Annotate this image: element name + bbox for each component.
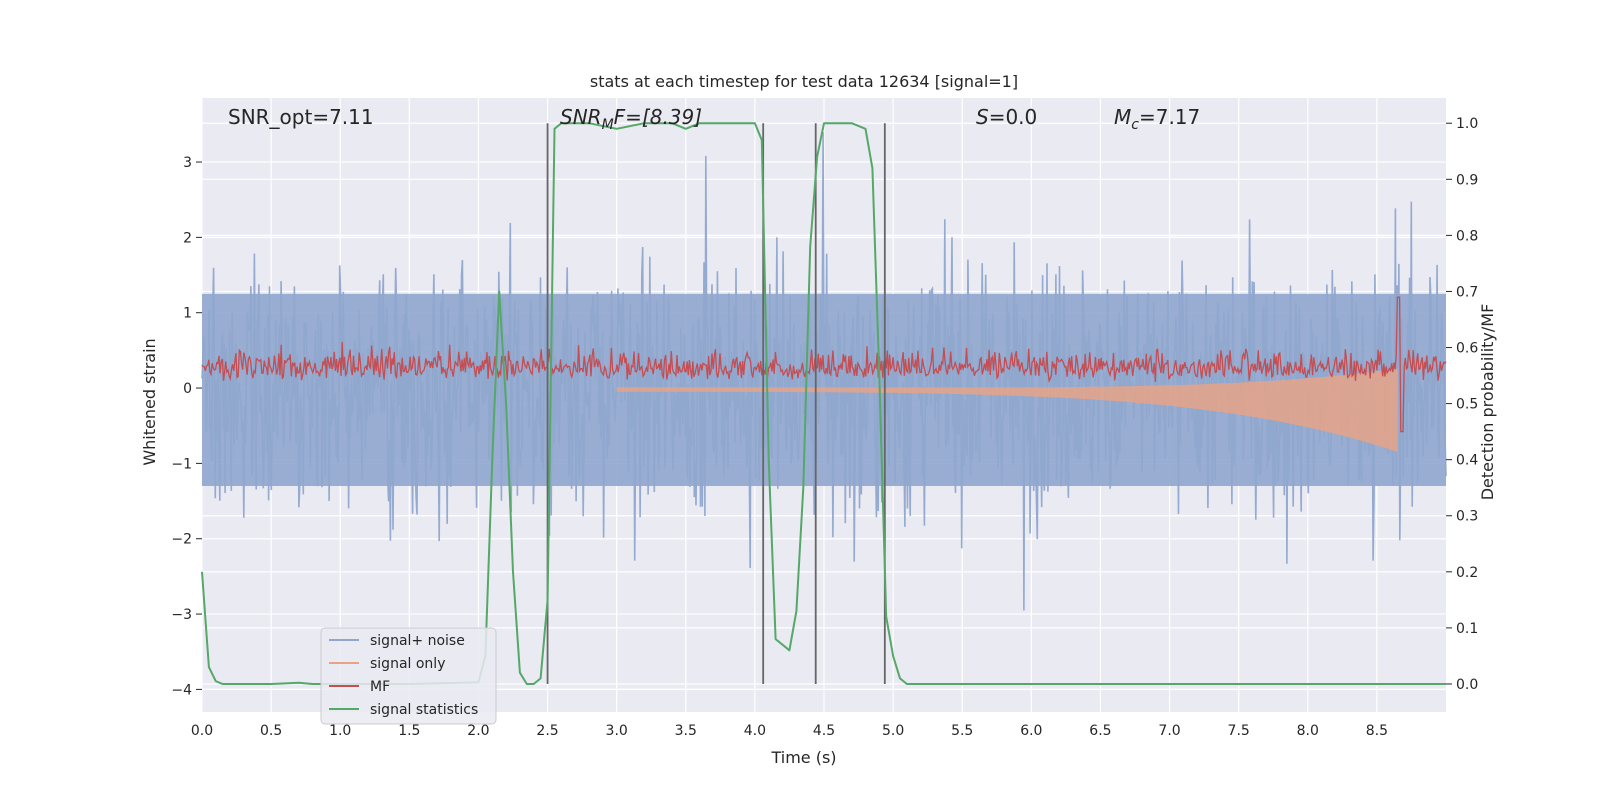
legend-label-signal-statistics: signal statistics <box>370 702 478 718</box>
y-left-tick-label: −3 <box>171 607 192 623</box>
legend-box <box>320 627 497 725</box>
x-tick-label: 5.0 <box>882 723 904 739</box>
y-right-tick-label: 0.0 <box>1456 677 1478 693</box>
chart-title: stats at each timestep for test data 126… <box>590 72 1018 91</box>
y-left-tick-label: 3 <box>183 155 192 171</box>
y-right-tick-label: 0.7 <box>1456 284 1478 300</box>
legend-label-signal-only: signal only <box>370 656 445 672</box>
y-left-tick-label: −4 <box>171 682 192 698</box>
x-tick-label: 6.5 <box>1089 723 1111 739</box>
series-mf <box>201 296 1447 433</box>
x-tick-label: 8.0 <box>1297 723 1319 739</box>
y-right-axis-label: Detection probability/MF <box>1478 304 1497 501</box>
annotation-snr-opt: SNR_opt=7.11 <box>228 105 374 129</box>
x-tick-label: 6.0 <box>1020 723 1042 739</box>
y-right-tick-label: 0.1 <box>1456 621 1478 637</box>
x-tick-label: 1.0 <box>329 723 351 739</box>
y-left-tick-label: 0 <box>183 381 192 397</box>
snr-mf-suffix: F=[8.39] <box>614 105 702 129</box>
y-left-tick-label: −2 <box>171 532 192 548</box>
y-left-tick-label: −1 <box>171 456 192 472</box>
x-tick-label: 2.5 <box>536 723 558 739</box>
annotation-mc: Mc=7.17 <box>1114 105 1200 133</box>
x-tick-label: 3.0 <box>606 723 628 739</box>
s-label: S <box>976 105 989 129</box>
mc-sub: c <box>1131 117 1139 133</box>
legend-label-signal-noise: signal+ noise <box>370 633 465 649</box>
y-right-tick-label: 0.4 <box>1456 453 1478 469</box>
x-tick-label: 7.0 <box>1158 723 1180 739</box>
mc-value: =7.17 <box>1139 105 1200 129</box>
x-tick-label: 3.5 <box>675 723 697 739</box>
y-right-tick-label: 0.8 <box>1456 228 1478 244</box>
y-right-tick-label: 1.0 <box>1456 116 1478 132</box>
y-right-tick-label: 0.5 <box>1456 397 1478 413</box>
y-left-tick-label: 2 <box>183 230 192 246</box>
x-axis-ticks: 0.0 0.5 1.0 1.5 2.0 2.5 3.0 3.5 4.0 4.5 5.0 5.5 6.0 6… <box>191 723 1388 739</box>
x-tick-label: 2.0 <box>467 723 489 739</box>
legend: signal+ noise signal only MF signal stat… <box>320 627 497 725</box>
x-tick-label: 4.0 <box>744 723 766 739</box>
y-left-axis-label: Whitened strain <box>140 338 159 465</box>
x-tick-label: 0.0 <box>191 723 213 739</box>
snr-mf-sub: M <box>602 117 614 133</box>
y-left-axis-ticks: −4 −3 −2 −1 0 1 2 3 <box>171 155 202 698</box>
mc-label: M <box>1114 105 1131 129</box>
y-right-tick-label: 0.6 <box>1456 341 1478 357</box>
y-right-tick-label: 0.9 <box>1456 172 1478 188</box>
x-tick-label: 0.5 <box>260 723 282 739</box>
y-right-tick-label: 0.3 <box>1456 509 1478 525</box>
x-tick-label: 4.5 <box>813 723 835 739</box>
annotation-snr-mf: SNRMF=[8.39] <box>560 105 702 133</box>
x-tick-label: 1.5 <box>398 723 420 739</box>
x-axis-label: Time (s) <box>770 748 836 767</box>
y-right-axis-ticks: 0.0 0.1 0.2 0.3 0.4 0.5 0.6 0.7 0.8 0.9 1.0 <box>1446 116 1478 693</box>
signal-only-envelope <box>616 368 1398 453</box>
legend-label-mf: MF <box>370 679 390 695</box>
x-tick-label: 8.5 <box>1366 723 1388 739</box>
series-signal-only <box>616 368 1398 453</box>
x-tick-label: 7.5 <box>1228 723 1250 739</box>
s-value: =0.0 <box>989 105 1038 129</box>
x-tick-label: 5.5 <box>951 723 973 739</box>
y-right-tick-label: 0.2 <box>1456 565 1478 581</box>
mf-line <box>201 296 1447 433</box>
snr-mf-prefix: SNR <box>560 105 602 129</box>
annotation-s: S=0.0 <box>976 105 1037 129</box>
y-left-tick-label: 1 <box>183 306 192 322</box>
